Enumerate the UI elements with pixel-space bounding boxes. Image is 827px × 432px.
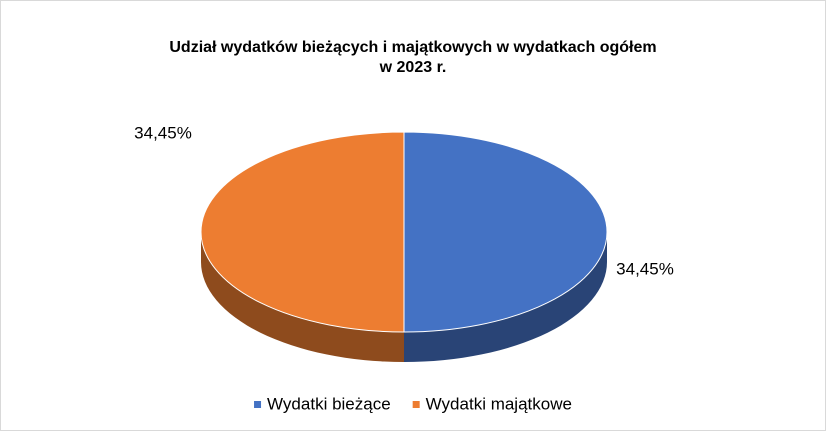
legend-label: Wydatki majątkowe: [426, 394, 572, 413]
data-label: 34,45%: [616, 259, 674, 278]
pie-slice: [403, 131, 608, 333]
pie-slice: [200, 131, 405, 333]
data-label: 34,45%: [134, 123, 192, 142]
legend-swatch: [254, 401, 262, 408]
legend-label: Wydatki bieżące: [267, 394, 391, 413]
chart-title: Udział wydatków bieżących i majątkowych …: [169, 39, 656, 56]
chart-subtitle: w 2023 r.: [379, 59, 447, 76]
legend-swatch: [412, 401, 420, 408]
pie-side: [201, 232, 404, 362]
legend: Wydatki bieżące Wydatki majątkowe: [254, 394, 572, 413]
pie-side: [404, 232, 607, 362]
